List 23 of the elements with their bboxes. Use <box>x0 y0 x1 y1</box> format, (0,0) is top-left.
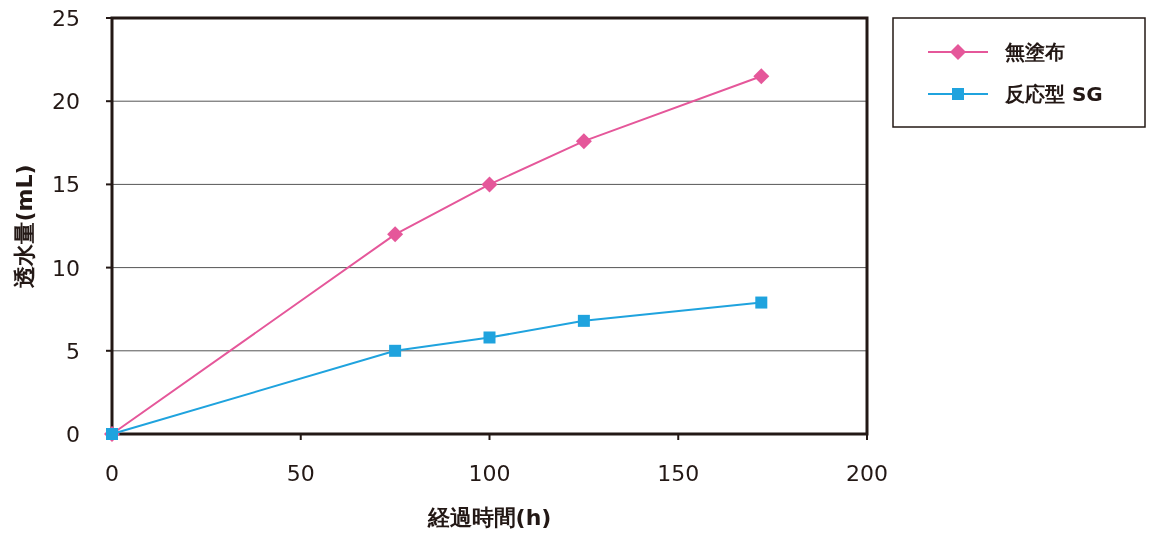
legend-label: 無塗布 <box>1004 40 1065 64</box>
x-axis-title: 経過時間(h) <box>426 505 552 530</box>
point <box>755 296 768 309</box>
legend-label: 反応型 SG <box>1004 82 1103 106</box>
point <box>753 68 770 85</box>
point <box>389 344 402 357</box>
point <box>577 314 590 327</box>
y-tick-label: 10 <box>52 255 80 281</box>
point <box>387 226 404 243</box>
point <box>575 133 592 150</box>
y-tick-label: 20 <box>52 89 80 115</box>
point <box>483 331 496 344</box>
y-tick-label: 25 <box>52 6 80 31</box>
x-tick-label: 100 <box>468 461 511 486</box>
y-tick-label: 15 <box>52 172 80 198</box>
x-tick-label: 50 <box>286 461 315 486</box>
y-tick-label: 0 <box>66 422 80 447</box>
x-tick-label: 200 <box>846 461 888 486</box>
x-tick-label: 150 <box>657 461 700 486</box>
y-axis-title: 透水量(mL) <box>12 164 37 288</box>
y-tick-label: 5 <box>66 338 80 364</box>
x-tick-label: 0 <box>105 461 119 486</box>
point <box>481 176 498 193</box>
